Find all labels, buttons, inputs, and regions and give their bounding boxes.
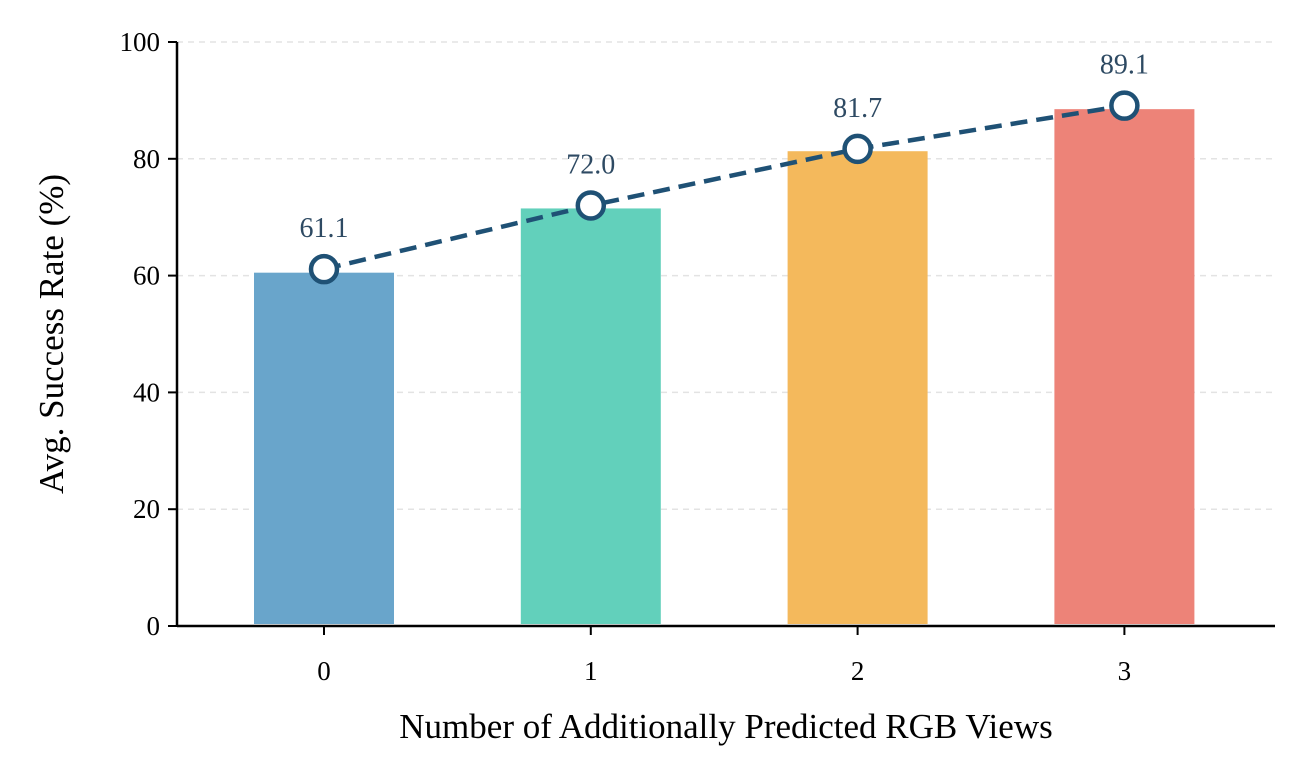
bars — [254, 109, 1195, 624]
trend-line-path — [323, 103, 1125, 272]
x-tick-label-2: 2 — [851, 656, 865, 686]
axes — [175, 42, 1275, 628]
point-marker-1 — [575, 190, 607, 221]
y-tick-label-40: 40 — [133, 377, 160, 407]
y-tick-label-20: 20 — [133, 494, 160, 524]
x-axis-title: Number of Additionally Predicted RGB Vie… — [399, 707, 1052, 746]
x-ticks: 0 1 2 3 — [317, 626, 1131, 686]
data-label-0: 61.1 — [300, 213, 349, 244]
bar-0 — [254, 272, 394, 624]
trend-line — [308, 90, 1140, 285]
y-tick-label-0: 0 — [147, 611, 161, 641]
bar-1 — [520, 208, 661, 624]
y-tick-label-80: 80 — [133, 144, 160, 174]
point-marker-2 — [842, 133, 873, 165]
data-label-3: 89.1 — [1100, 50, 1149, 81]
point-marker-3 — [1109, 90, 1140, 121]
y-ticks: 0 20 40 60 80 100 — [120, 27, 177, 641]
y-axis-title: Avg. Success Rate (%) — [32, 174, 71, 494]
bar-2 — [787, 151, 928, 624]
data-labels: 61.1 72.0 81.7 89.1 — [300, 50, 1149, 245]
x-tick-label-3: 3 — [1118, 656, 1132, 686]
bar-3 — [1054, 109, 1195, 624]
data-label-2: 81.7 — [833, 93, 882, 124]
y-tick-label-100: 100 — [120, 27, 161, 57]
x-tick-label-0: 0 — [317, 656, 331, 686]
y-tick-label-60: 60 — [133, 261, 160, 291]
point-marker-0 — [308, 253, 340, 285]
data-label-1: 72.0 — [566, 150, 615, 181]
x-tick-label-1: 1 — [584, 656, 598, 686]
